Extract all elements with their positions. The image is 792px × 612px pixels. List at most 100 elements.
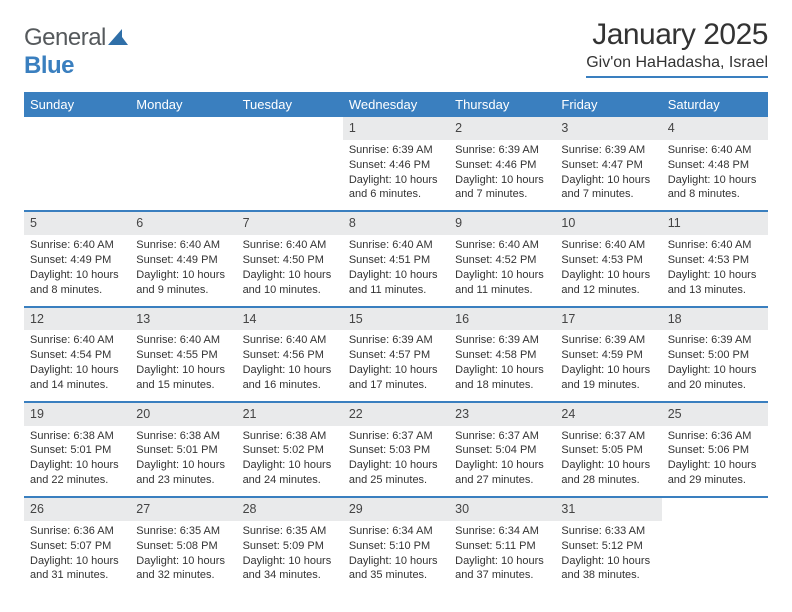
day-details: Sunrise: 6:39 AMSunset: 4:46 PMDaylight:… — [449, 140, 555, 210]
weekday-header: Wednesday — [343, 92, 449, 117]
day-number: 26 — [24, 498, 130, 521]
day-number: 22 — [343, 403, 449, 426]
day-number: 24 — [555, 403, 661, 426]
sunset-line: Sunset: 5:03 PM — [349, 443, 443, 458]
sunrise-line: Sunrise: 6:40 AM — [243, 333, 337, 348]
sunrise-line: Sunrise: 6:38 AM — [136, 429, 230, 444]
day-details: Sunrise: 6:40 AMSunset: 4:49 PMDaylight:… — [130, 235, 236, 305]
weekday-header: Monday — [130, 92, 236, 117]
day-details: Sunrise: 6:39 AMSunset: 4:57 PMDaylight:… — [343, 330, 449, 400]
sunset-line: Sunset: 5:10 PM — [349, 539, 443, 554]
location-subtitle: Giv'on HaHadasha, Israel — [586, 54, 768, 78]
sunset-line: Sunset: 4:49 PM — [136, 253, 230, 268]
day-number — [237, 117, 343, 140]
day-details: Sunrise: 6:36 AMSunset: 5:06 PMDaylight:… — [662, 426, 768, 496]
day-number: 4 — [662, 117, 768, 140]
sunset-line: Sunset: 5:01 PM — [136, 443, 230, 458]
day-number: 23 — [449, 403, 555, 426]
brand-text-b: Blue — [24, 52, 74, 79]
daylight-line: Daylight: 10 hours and 8 minutes. — [30, 268, 124, 298]
calendar-day-cell: 31Sunrise: 6:33 AMSunset: 5:12 PMDayligh… — [555, 497, 661, 591]
daylight-line: Daylight: 10 hours and 17 minutes. — [349, 363, 443, 393]
sunset-line: Sunset: 5:11 PM — [455, 539, 549, 554]
day-number — [24, 117, 130, 140]
sunrise-line: Sunrise: 6:39 AM — [455, 333, 549, 348]
day-number: 20 — [130, 403, 236, 426]
day-details: Sunrise: 6:40 AMSunset: 4:54 PMDaylight:… — [24, 330, 130, 400]
day-details: Sunrise: 6:36 AMSunset: 5:07 PMDaylight:… — [24, 521, 130, 591]
calendar-day-cell: 12Sunrise: 6:40 AMSunset: 4:54 PMDayligh… — [24, 307, 130, 402]
day-number: 29 — [343, 498, 449, 521]
day-details: Sunrise: 6:40 AMSunset: 4:51 PMDaylight:… — [343, 235, 449, 305]
sunset-line: Sunset: 4:51 PM — [349, 253, 443, 268]
day-details: Sunrise: 6:39 AMSunset: 5:00 PMDaylight:… — [662, 330, 768, 400]
sunset-line: Sunset: 5:12 PM — [561, 539, 655, 554]
day-details: Sunrise: 6:35 AMSunset: 5:08 PMDaylight:… — [130, 521, 236, 591]
calendar-day-cell — [237, 117, 343, 211]
day-number: 17 — [555, 308, 661, 331]
day-details: Sunrise: 6:40 AMSunset: 4:53 PMDaylight:… — [555, 235, 661, 305]
brand-text: GeneralBlue — [24, 24, 128, 80]
day-details: Sunrise: 6:38 AMSunset: 5:01 PMDaylight:… — [24, 426, 130, 496]
day-number: 12 — [24, 308, 130, 331]
sunrise-line: Sunrise: 6:40 AM — [243, 238, 337, 253]
daylight-line: Daylight: 10 hours and 19 minutes. — [561, 363, 655, 393]
brand-logo: GeneralBlue — [24, 18, 128, 80]
day-number: 8 — [343, 212, 449, 235]
calendar-day-cell: 18Sunrise: 6:39 AMSunset: 5:00 PMDayligh… — [662, 307, 768, 402]
day-number: 2 — [449, 117, 555, 140]
calendar-body: 1Sunrise: 6:39 AMSunset: 4:46 PMDaylight… — [24, 117, 768, 591]
day-number: 19 — [24, 403, 130, 426]
daylight-line: Daylight: 10 hours and 27 minutes. — [455, 458, 549, 488]
day-details: Sunrise: 6:38 AMSunset: 5:02 PMDaylight:… — [237, 426, 343, 496]
weekday-header: Sunday — [24, 92, 130, 117]
daylight-line: Daylight: 10 hours and 23 minutes. — [136, 458, 230, 488]
daylight-line: Daylight: 10 hours and 14 minutes. — [30, 363, 124, 393]
sunset-line: Sunset: 4:55 PM — [136, 348, 230, 363]
day-number: 7 — [237, 212, 343, 235]
daylight-line: Daylight: 10 hours and 12 minutes. — [561, 268, 655, 298]
daylight-line: Daylight: 10 hours and 22 minutes. — [30, 458, 124, 488]
calendar-day-cell: 30Sunrise: 6:34 AMSunset: 5:11 PMDayligh… — [449, 497, 555, 591]
weekday-header: Thursday — [449, 92, 555, 117]
daylight-line: Daylight: 10 hours and 18 minutes. — [455, 363, 549, 393]
day-details: Sunrise: 6:39 AMSunset: 4:58 PMDaylight:… — [449, 330, 555, 400]
daylight-line: Daylight: 10 hours and 29 minutes. — [668, 458, 762, 488]
sunset-line: Sunset: 5:02 PM — [243, 443, 337, 458]
daylight-line: Daylight: 10 hours and 20 minutes. — [668, 363, 762, 393]
page-title: January 2025 — [586, 18, 768, 52]
sunrise-line: Sunrise: 6:39 AM — [561, 143, 655, 158]
sunrise-line: Sunrise: 6:40 AM — [349, 238, 443, 253]
day-number: 1 — [343, 117, 449, 140]
day-number: 31 — [555, 498, 661, 521]
calendar-page: GeneralBlue January 2025 Giv'on HaHadash… — [0, 0, 792, 612]
sunrise-line: Sunrise: 6:40 AM — [561, 238, 655, 253]
calendar-day-cell: 1Sunrise: 6:39 AMSunset: 4:46 PMDaylight… — [343, 117, 449, 211]
day-number: 21 — [237, 403, 343, 426]
calendar-day-cell: 6Sunrise: 6:40 AMSunset: 4:49 PMDaylight… — [130, 211, 236, 306]
day-number: 13 — [130, 308, 236, 331]
day-number — [662, 498, 768, 521]
daylight-line: Daylight: 10 hours and 10 minutes. — [243, 268, 337, 298]
day-number: 14 — [237, 308, 343, 331]
sunset-line: Sunset: 4:48 PM — [668, 158, 762, 173]
sunrise-line: Sunrise: 6:39 AM — [455, 143, 549, 158]
sunrise-line: Sunrise: 6:40 AM — [455, 238, 549, 253]
sunrise-line: Sunrise: 6:34 AM — [455, 524, 549, 539]
sunrise-line: Sunrise: 6:39 AM — [349, 143, 443, 158]
day-number: 6 — [130, 212, 236, 235]
daylight-line: Daylight: 10 hours and 37 minutes. — [455, 554, 549, 584]
sail-icon — [108, 24, 128, 52]
sunrise-line: Sunrise: 6:37 AM — [349, 429, 443, 444]
sunset-line: Sunset: 5:05 PM — [561, 443, 655, 458]
day-details: Sunrise: 6:40 AMSunset: 4:52 PMDaylight:… — [449, 235, 555, 305]
sunset-line: Sunset: 5:08 PM — [136, 539, 230, 554]
calendar-header-row: SundayMondayTuesdayWednesdayThursdayFrid… — [24, 92, 768, 117]
day-details: Sunrise: 6:35 AMSunset: 5:09 PMDaylight:… — [237, 521, 343, 591]
calendar-week-row: 5Sunrise: 6:40 AMSunset: 4:49 PMDaylight… — [24, 211, 768, 306]
daylight-line: Daylight: 10 hours and 7 minutes. — [455, 173, 549, 203]
weekday-header: Saturday — [662, 92, 768, 117]
sunset-line: Sunset: 4:53 PM — [561, 253, 655, 268]
header: GeneralBlue January 2025 Giv'on HaHadash… — [24, 18, 768, 80]
day-details: Sunrise: 6:40 AMSunset: 4:53 PMDaylight:… — [662, 235, 768, 305]
